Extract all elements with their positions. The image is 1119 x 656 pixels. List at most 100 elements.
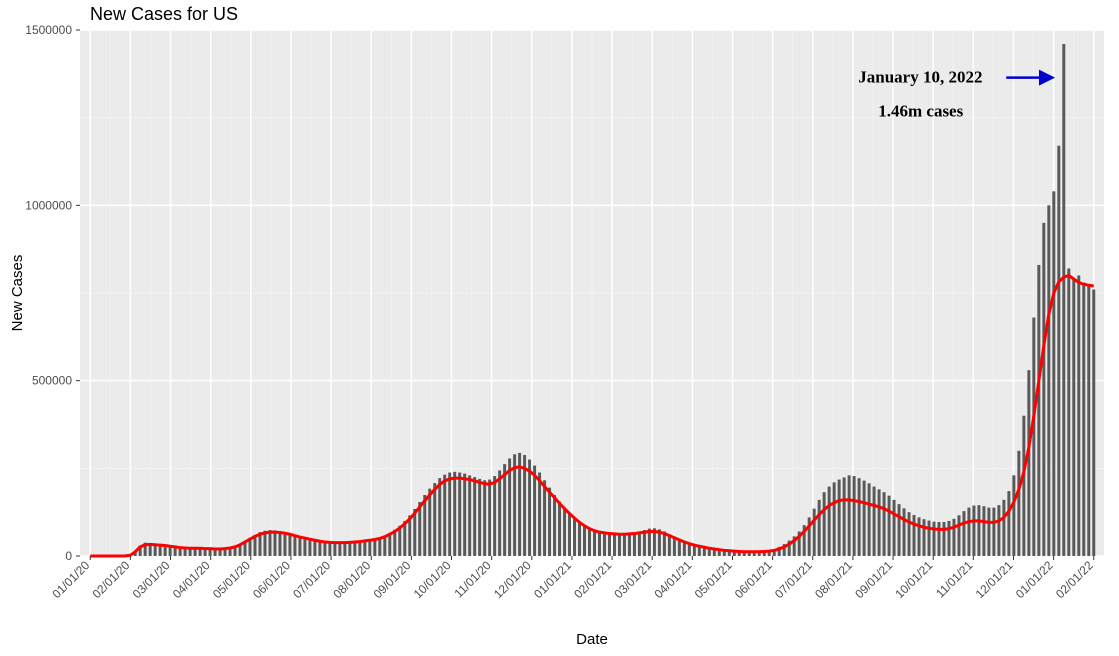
x-tick-label: 11/01/21 [933,558,976,601]
bar [448,473,451,556]
x-tick-label: 01/01/20 [49,558,92,601]
x-tick-label: 09/01/21 [852,558,895,601]
bar [443,475,446,556]
x-tick-label: 07/01/20 [290,558,333,601]
x-tick-label: 04/01/20 [170,558,213,601]
bar [823,492,826,556]
x-tick-label: 01/01/22 [1013,558,1056,601]
bar [358,541,361,556]
x-tick-label: 03/01/21 [611,558,654,601]
bar [1027,370,1030,556]
bar [298,536,301,556]
bar [1077,275,1080,556]
x-tick-label: 11/01/20 [451,558,494,601]
bar [483,480,486,556]
bar [843,477,846,556]
bar [478,479,481,556]
annotation-line2: 1.46m cases [878,102,963,121]
bar [828,487,831,556]
bar [987,508,990,556]
y-tick-label: 0 [65,549,72,563]
bar [923,519,926,556]
bar [858,478,861,556]
bar [583,525,586,556]
bar [323,542,326,556]
bar [568,513,571,556]
bar [328,542,331,556]
bar [997,505,1000,556]
bar [493,476,496,556]
bar [918,517,921,556]
bar [813,509,816,556]
bar [458,473,461,556]
x-tick-label: 02/01/21 [571,558,614,601]
x-tick-label: 01/01/21 [531,558,574,601]
bar [468,475,471,556]
bar [1037,265,1040,556]
x-tick-label: 04/01/21 [652,558,695,601]
bar [1052,191,1055,556]
bar [293,535,296,556]
bar [898,504,901,556]
bar [288,534,291,556]
y-tick-label: 500000 [32,374,72,388]
bar [1047,205,1050,556]
bar [273,530,276,556]
bar [623,534,626,556]
x-axis-title: Date [576,631,608,648]
bar [488,480,491,556]
x-tick-label: 12/01/20 [491,558,534,601]
bar [1092,289,1095,556]
chart-title: New Cases for US [90,4,238,24]
x-tick-label: 08/01/21 [812,558,855,601]
bar [967,508,970,556]
bar [368,540,371,556]
bar [1017,451,1020,556]
bar [378,538,381,556]
bar [463,474,466,556]
bar [573,517,576,556]
bar [908,512,911,556]
bar [888,496,891,556]
bar [528,460,531,556]
bar [1032,318,1035,556]
y-tick-label: 1000000 [25,198,72,212]
x-tick-label: 02/01/20 [90,558,133,601]
bar [1067,268,1070,556]
bar [1012,475,1015,556]
bar [578,522,581,556]
bar [313,540,316,556]
bar [383,536,386,556]
x-tick-label: 05/01/20 [210,558,253,601]
bar [373,539,376,556]
x-tick-label: 05/01/21 [692,558,735,601]
bar [982,506,985,556]
bar [838,480,841,556]
bar [1087,286,1090,556]
bar [942,522,945,556]
bar [638,531,641,556]
bar [353,542,356,556]
bar [553,495,556,556]
x-tick-label: 06/01/20 [250,558,293,601]
bar [863,481,866,556]
bar [928,521,931,556]
bar [543,480,546,556]
bar [278,531,281,556]
annotation-line1: January 10, 2022 [858,68,982,87]
x-tick-label: 02/01/22 [1053,558,1096,601]
bar [1082,282,1085,556]
bar [947,521,950,556]
bar [853,476,856,556]
bar [333,542,336,556]
bar [473,477,476,556]
bar [558,502,561,556]
bar [618,534,621,556]
bar [348,542,351,556]
bar [613,533,616,556]
bar [363,541,366,556]
x-tick-label: 07/01/21 [772,558,815,601]
bar [428,489,431,556]
bar [962,511,965,556]
bar [308,538,311,556]
